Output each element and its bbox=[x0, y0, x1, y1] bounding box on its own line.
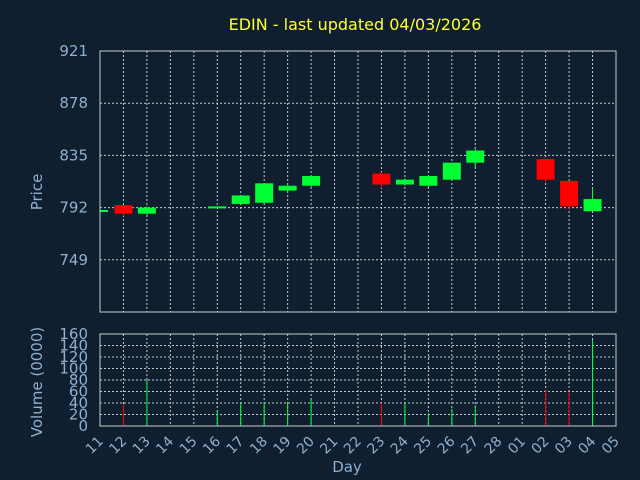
x-tick-label: 25 bbox=[411, 434, 435, 458]
x-tick-label: 17 bbox=[224, 434, 248, 458]
x-tick-label: 04 bbox=[575, 433, 599, 457]
candle-body bbox=[372, 173, 391, 185]
candle-body bbox=[208, 206, 227, 209]
x-tick-label: 23 bbox=[364, 434, 388, 458]
grid-lines bbox=[100, 50, 616, 427]
candle-body bbox=[536, 159, 555, 180]
price-axis-label: Price bbox=[28, 174, 46, 211]
candle-body bbox=[419, 176, 438, 186]
volume-panel-frame bbox=[99, 333, 617, 427]
x-tick-label: 19 bbox=[271, 434, 295, 458]
candle-body bbox=[395, 179, 414, 185]
x-tick-label: 18 bbox=[247, 434, 271, 458]
candle-body bbox=[442, 162, 461, 180]
x-axis-label: Day bbox=[332, 458, 362, 476]
candle-body bbox=[560, 180, 579, 207]
candle-body bbox=[114, 205, 133, 214]
x-tick-label: 11 bbox=[83, 434, 107, 458]
volume-axis-label: Volume (0000) bbox=[28, 327, 46, 437]
volume-tick-label: 160 bbox=[59, 325, 88, 343]
volume-tick-label: 100 bbox=[59, 360, 88, 378]
axis-ticks: 11 12 13 14 15 16 17 18 19 20 21 22 23 24 25 26 27 28 01 02… bbox=[59, 42, 622, 457]
x-tick-label: 14 bbox=[153, 433, 177, 457]
price-tick-label: 921 bbox=[59, 42, 88, 60]
price-tick-label: 878 bbox=[59, 94, 88, 112]
x-tick-label: 12 bbox=[106, 434, 130, 458]
x-tick-label: 15 bbox=[177, 434, 201, 458]
x-tick-label: 13 bbox=[130, 434, 154, 458]
volume-tick-label: 0 bbox=[78, 417, 88, 435]
candle-body bbox=[583, 199, 602, 212]
candle-body bbox=[137, 207, 156, 214]
x-tick-label: 26 bbox=[435, 433, 459, 457]
candle-body bbox=[100, 210, 108, 213]
x-tick-label: 05 bbox=[599, 434, 623, 458]
x-tick-label: 21 bbox=[317, 434, 341, 458]
volume-tick-label: 140 bbox=[59, 337, 88, 355]
candle-body bbox=[231, 195, 250, 204]
candle-body bbox=[302, 176, 321, 186]
candle-body bbox=[278, 185, 297, 191]
volume-tick-label: 80 bbox=[69, 371, 88, 389]
x-tick-label: 27 bbox=[458, 434, 482, 458]
candle-body bbox=[255, 183, 274, 203]
x-tick-label: 20 bbox=[294, 434, 318, 458]
volume-tick-label: 40 bbox=[69, 394, 88, 412]
price-tick-label: 792 bbox=[59, 199, 88, 217]
volume-tick-label: 120 bbox=[59, 348, 88, 366]
chart-title: EDIN - last updated 04/03/2026 bbox=[229, 15, 482, 34]
volume-tick-label: 60 bbox=[69, 383, 88, 401]
x-tick-label: 03 bbox=[552, 434, 576, 458]
price-tick-label: 749 bbox=[59, 251, 88, 269]
candle-body bbox=[466, 150, 485, 163]
price-panel-frame bbox=[99, 50, 617, 313]
chart-marks bbox=[99, 149, 602, 426]
price-tick-label: 835 bbox=[59, 146, 88, 164]
x-tick-label: 28 bbox=[482, 434, 506, 458]
x-tick-label: 16 bbox=[200, 433, 224, 457]
x-tick-label: 22 bbox=[341, 434, 365, 458]
volume-tick-label: 20 bbox=[69, 406, 88, 424]
x-tick-label: 01 bbox=[505, 434, 529, 458]
x-tick-label: 24 bbox=[388, 433, 412, 457]
x-tick-label: 02 bbox=[529, 434, 553, 458]
